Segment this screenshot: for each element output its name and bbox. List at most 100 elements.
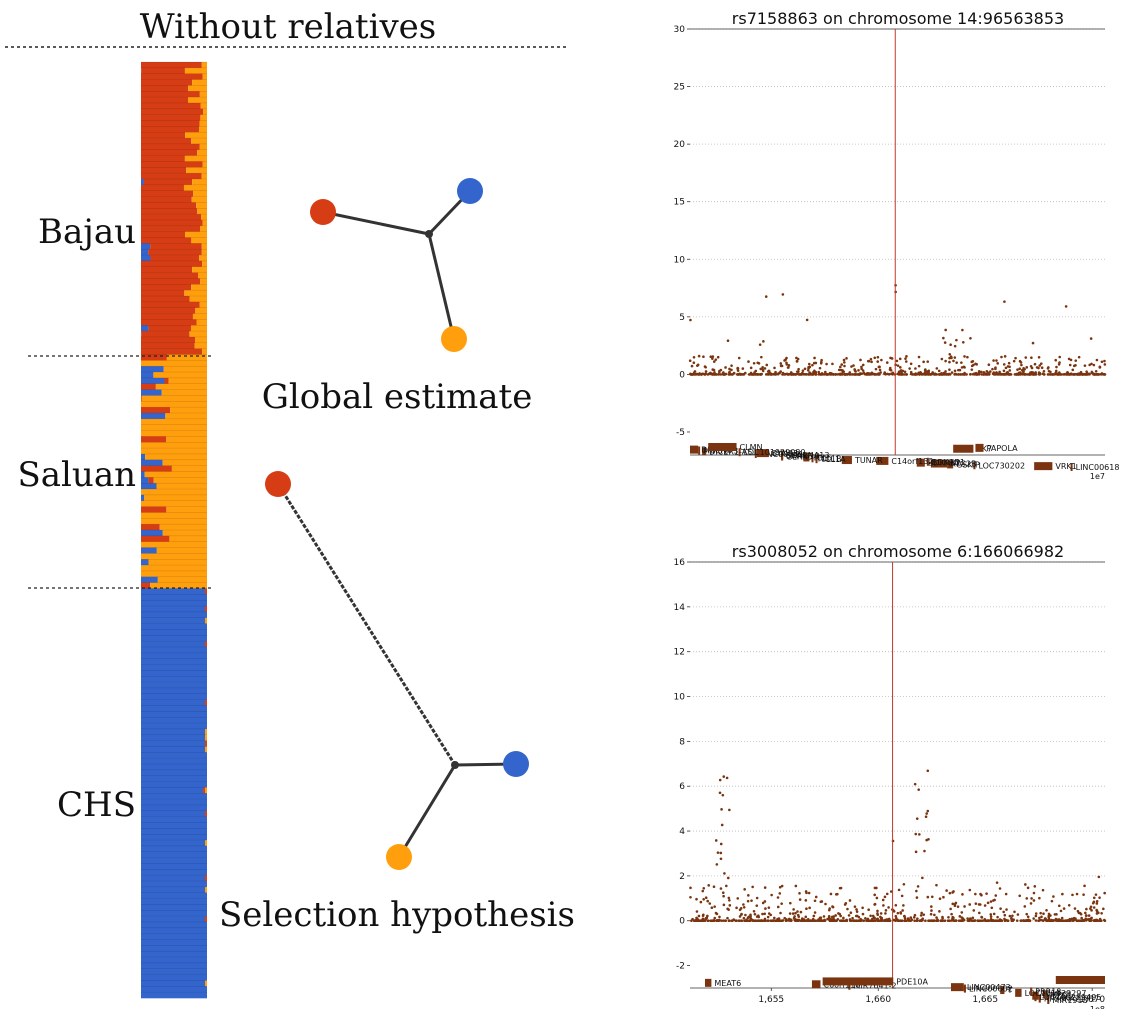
- data-point: [942, 895, 945, 899]
- data-point: [904, 360, 908, 363]
- data-point: [935, 367, 939, 370]
- data-point: [855, 919, 859, 923]
- ancestry-segment: [141, 436, 167, 443]
- ancestry-segment: [201, 214, 207, 221]
- ancestry-segment: [205, 886, 207, 893]
- data-point: [778, 892, 782, 895]
- ancestry-segment: [185, 132, 207, 139]
- data-point: [834, 372, 838, 376]
- admixture-individual: [141, 360, 207, 367]
- ancestry-segment: [184, 67, 207, 74]
- ancestry-segment: [141, 506, 167, 513]
- data-point: [867, 908, 870, 912]
- ancestry-segment: [185, 231, 207, 238]
- data-point: [855, 914, 859, 918]
- y-tick-label: 2: [679, 872, 685, 882]
- ancestry-segment: [141, 360, 207, 367]
- data-point: [852, 364, 855, 367]
- data-point: [740, 919, 744, 923]
- data-point: [850, 373, 854, 376]
- ancestry-segment: [141, 816, 207, 823]
- ancestry-segment: [141, 541, 207, 548]
- data-point: [976, 919, 980, 923]
- ancestry-segment: [205, 916, 207, 923]
- admixture-individual: [141, 365, 207, 373]
- data-point: [831, 362, 834, 366]
- data-point: [749, 366, 753, 370]
- ancestry-segment: [141, 249, 149, 256]
- data-point: [979, 370, 983, 374]
- ancestry-segment: [141, 307, 196, 314]
- data-point: [1072, 373, 1076, 376]
- admixture-individual: [141, 319, 207, 326]
- admixture-individual: [141, 716, 207, 724]
- data-point: [855, 908, 858, 911]
- gene-label: TCL6: [811, 453, 832, 462]
- data-point: [767, 912, 771, 915]
- gene-label: LOC730202: [978, 461, 1025, 470]
- data-point: [773, 916, 776, 920]
- data-point: [767, 906, 771, 909]
- data-point: [968, 903, 972, 906]
- locus-plot-1: 302520151050-59.609.659.709.751e7LINC006…: [674, 25, 1120, 481]
- global-estimate-label: Global estimate: [262, 377, 533, 417]
- ancestry-segment: [141, 951, 207, 958]
- y-tick-label: 16: [674, 558, 686, 568]
- ancestry-segment: [141, 535, 170, 542]
- admixture-individual: [141, 108, 207, 115]
- data-point: [953, 344, 957, 348]
- data-point: [903, 916, 907, 920]
- data-point: [1097, 373, 1101, 376]
- admixture-individual: [141, 412, 207, 420]
- data-point: [695, 910, 699, 913]
- data-point: [860, 372, 864, 376]
- data-point: [735, 919, 738, 923]
- data-point: [930, 909, 933, 912]
- data-point: [728, 373, 731, 376]
- x-tick-label: 1,670: [1079, 995, 1105, 1005]
- data-point: [913, 919, 916, 923]
- data-point: [775, 919, 779, 923]
- data-point: [987, 373, 991, 376]
- admixture-individual: [141, 447, 207, 455]
- data-point: [1072, 916, 1076, 920]
- tree-internal-node: [425, 230, 433, 238]
- admixture-individual: [141, 167, 207, 174]
- data-point: [1067, 903, 1071, 907]
- gene-bar: [975, 443, 984, 452]
- admixture-individual: [141, 506, 207, 513]
- data-point: [1103, 891, 1106, 895]
- data-point: [1099, 919, 1102, 922]
- data-point: [770, 893, 773, 897]
- data-point: [1032, 373, 1035, 376]
- data-point: [968, 888, 972, 892]
- ancestry-segment: [141, 863, 207, 870]
- data-point: [917, 788, 920, 791]
- data-point: [961, 917, 965, 920]
- ancestry-segment: [141, 424, 207, 431]
- data-point: [916, 885, 920, 888]
- data-point: [1025, 912, 1029, 916]
- y-tick-label: 0: [679, 917, 685, 927]
- data-point: [1033, 362, 1037, 366]
- data-point: [726, 916, 729, 920]
- data-point: [928, 919, 932, 923]
- admixture-individual: [141, 974, 207, 981]
- admixture-individual: [141, 523, 207, 531]
- data-point: [720, 823, 724, 827]
- x-tick-label: 1,660: [865, 995, 891, 1005]
- data-point: [876, 360, 880, 363]
- ancestry-segment: [141, 477, 149, 484]
- ancestry-segment: [141, 898, 207, 905]
- gene-bar: [781, 450, 784, 459]
- data-point: [689, 318, 692, 322]
- ancestry-segment: [141, 184, 184, 191]
- data-point: [860, 365, 863, 369]
- data-point: [989, 915, 993, 918]
- data-point: [902, 904, 905, 907]
- data-point: [905, 355, 908, 358]
- data-point: [722, 371, 725, 374]
- ancestry-segment: [205, 840, 207, 847]
- ancestry-segment: [192, 179, 207, 186]
- data-point: [1051, 373, 1054, 376]
